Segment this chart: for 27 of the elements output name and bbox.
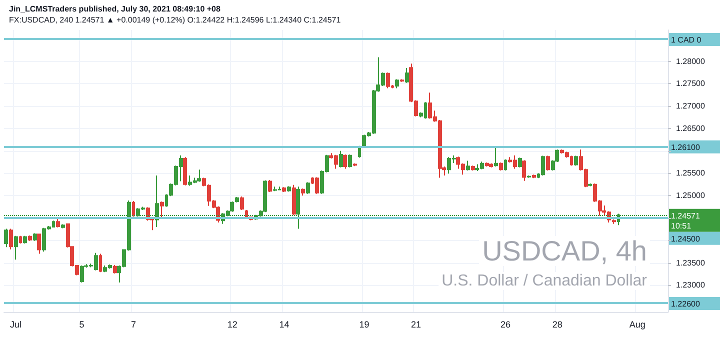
x-tick-label: 26: [500, 320, 511, 330]
ref-line-label: 1.24500: [671, 234, 700, 244]
chart-title: Jin_LCMSTraders published, July 30, 2021 08:49:10 +08: [9, 4, 221, 14]
x-tick-label: 7: [130, 320, 136, 330]
ref-line-label: 1.24571 10:51: [671, 211, 700, 230]
x-tick-label: 5: [79, 320, 84, 330]
y-tick-label: 1.27500: [676, 79, 706, 88]
y-tick-label: 1.27000: [676, 102, 706, 111]
x-tick-label: Jul: [10, 320, 22, 330]
y-tick-label: 1.23500: [676, 258, 706, 268]
x-tick-label: 12: [227, 320, 238, 330]
x-tick-label: 21: [411, 320, 422, 330]
y-tick-label: 1.26500: [676, 124, 706, 133]
x-tick-label: 19: [359, 320, 370, 330]
y-tick-label: 1.25000: [676, 191, 706, 200]
ref-line-label: 1.22600: [671, 300, 700, 309]
x-tick-label: Aug: [629, 320, 646, 330]
ref-line-label: 1.26100: [671, 142, 700, 152]
y-tick-label: 1.23000: [676, 280, 706, 290]
annotation: U.S. Dollar / Canadian Dollar: [442, 272, 648, 290]
x-tick-label: 28: [552, 320, 562, 330]
ref-line-label: 1 CAD 0: [671, 35, 702, 44]
x-tick-label: 14: [279, 320, 290, 330]
chart-subtitle: FX:USDCAD, 240 1.24571 ▲ +0.00149 (+0.12%) O:1.24422 H:1.24596 L:1.24340 C:1.24571: [9, 16, 342, 24]
annotation: USDCAD, 4h: [482, 236, 647, 266]
y-tick-label: 1.25500: [676, 168, 706, 178]
y-tick-label: 1.28000: [676, 56, 706, 66]
